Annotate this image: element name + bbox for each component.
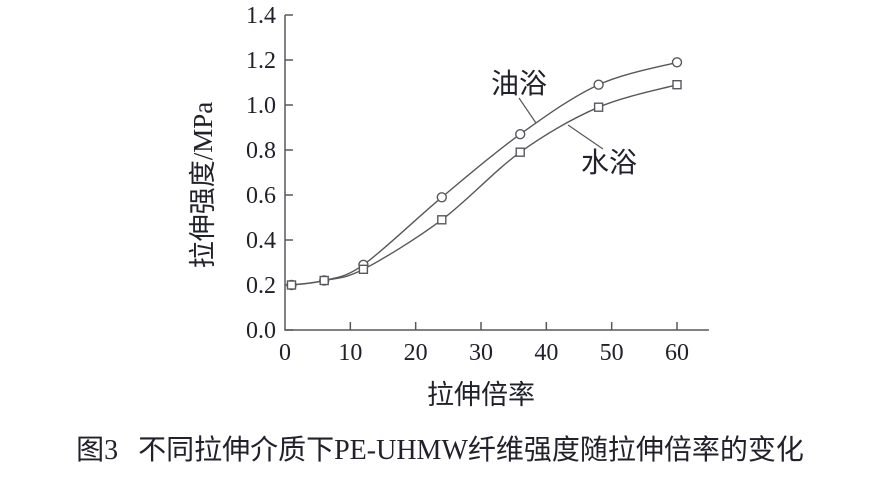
plot-area: 0 10 20 30 40 50 60 0.0 0.2 0.4 0.6 0.8 1.0 1.2 1.4 (246, 3, 709, 366)
data-point-circle-oil-bath (436, 192, 447, 203)
series-line-water-bath (291, 84, 678, 286)
series-label-oil-bath: 油浴 (491, 68, 547, 100)
data-point-circle-oil-bath (671, 57, 683, 68)
axes (284, 15, 709, 331)
figure-caption-text: 不同拉伸介质下PE-UHMW纤维强度随拉伸倍率的变化 (138, 435, 804, 466)
series-label-water-bath: 水浴 (581, 147, 637, 179)
data-point-circle-oil-bath (515, 128, 526, 140)
x-tick-label: 10 (338, 340, 362, 366)
data-point-square-water-bath (593, 102, 604, 112)
x-tick-label: 20 (404, 340, 428, 366)
y-tick-label: 1.2 (246, 48, 276, 74)
figure-number: 图3 (76, 435, 119, 466)
y-tick-label: 0.8 (246, 138, 276, 164)
data-point-square-water-bath (437, 215, 447, 225)
oil-bath-leader-line (518, 97, 537, 124)
y-axis-label: 拉伸强度/MPa (188, 102, 218, 269)
y-tick-label: 0.4 (246, 228, 276, 254)
y-tick-label: 1.0 (246, 93, 276, 119)
x-tick-label: 0 (279, 340, 291, 366)
data-point-square-water-bath (286, 280, 297, 290)
data-point-square-water-bath (358, 264, 369, 274)
water-bath-leader-line (567, 124, 604, 150)
x-tick-label: 50 (600, 340, 624, 366)
data-point-square-water-bath (319, 275, 329, 286)
x-tick-label: 60 (665, 340, 689, 366)
line-chart: 0 10 20 30 40 50 60 0.0 0.2 0.4 0.6 0.8 1.0 1.2 1.4 拉伸… (188, 3, 709, 410)
x-tick-label: 40 (534, 340, 558, 366)
y-tick-label: 1.4 (246, 3, 276, 29)
data-point-circle-oil-bath (593, 79, 604, 90)
figure-caption: 图3 不同拉伸介质下PE-UHMW纤维强度随拉伸倍率的变化 (0, 428, 880, 468)
data-point-square-water-bath (515, 147, 525, 157)
x-tick-label: 30 (469, 340, 493, 366)
y-tick-label: 0.6 (246, 183, 276, 209)
data-point-square-water-bath (672, 79, 682, 90)
y-tick-label: 0.0 (246, 318, 276, 344)
x-axis-label: 拉伸倍率 (427, 380, 535, 410)
y-tick-label: 0.2 (246, 273, 276, 299)
